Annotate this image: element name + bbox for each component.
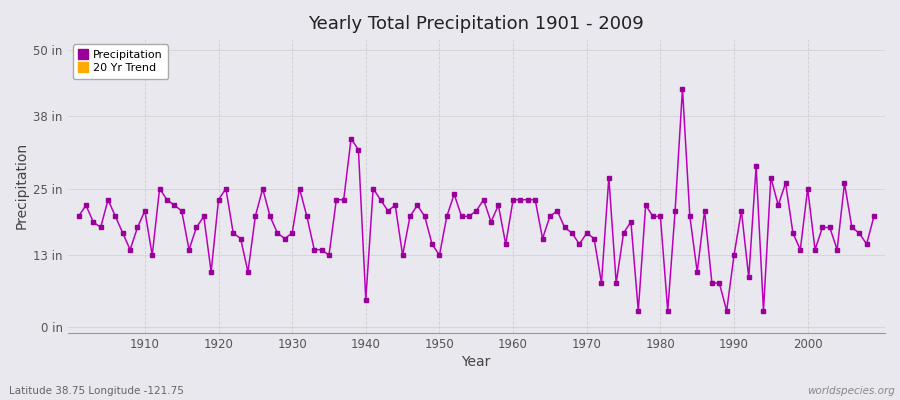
Text: worldspecies.org: worldspecies.org (807, 386, 896, 396)
Legend: Precipitation, 20 Yr Trend: Precipitation, 20 Yr Trend (73, 44, 168, 79)
Text: Latitude 38.75 Longitude -121.75: Latitude 38.75 Longitude -121.75 (9, 386, 184, 396)
Y-axis label: Precipitation: Precipitation (15, 142, 29, 230)
Title: Yearly Total Precipitation 1901 - 2009: Yearly Total Precipitation 1901 - 2009 (309, 15, 644, 33)
X-axis label: Year: Year (462, 355, 491, 369)
